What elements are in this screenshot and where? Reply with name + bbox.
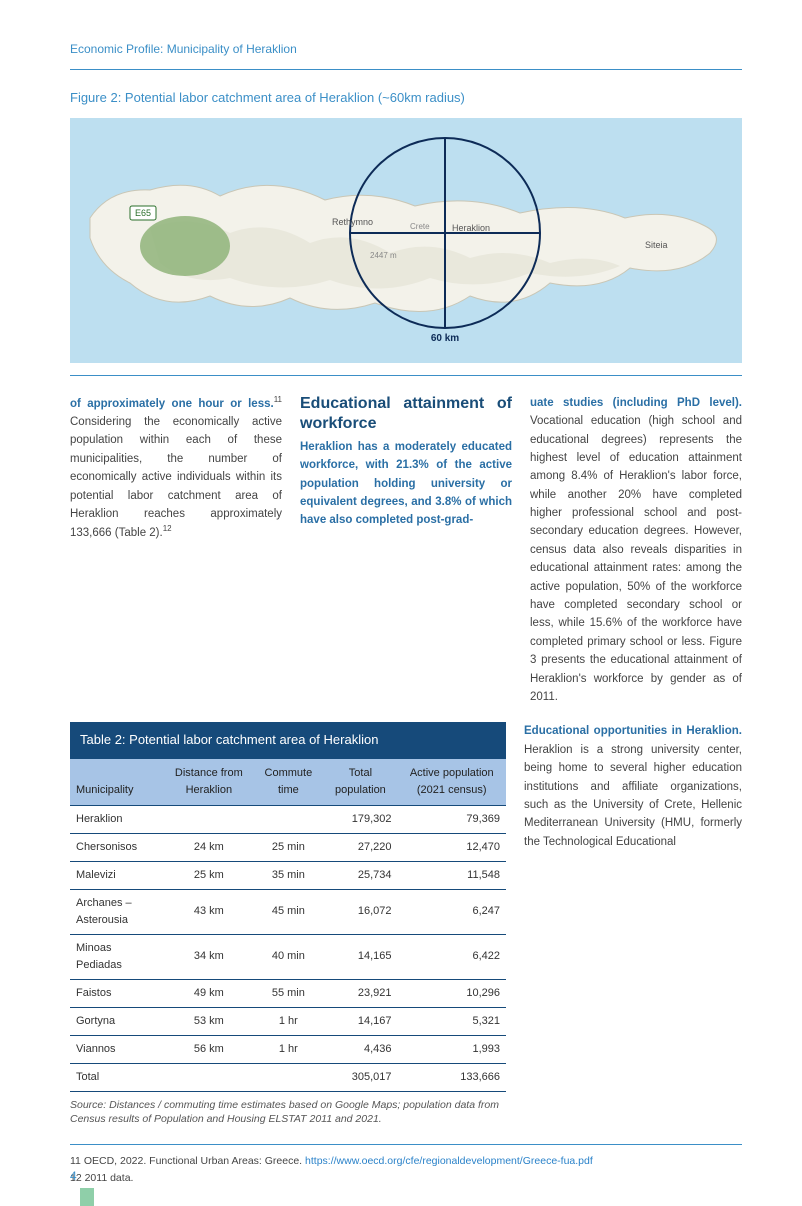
- table-cell: 40 min: [253, 934, 323, 979]
- table-cell: 1,993: [397, 1036, 506, 1064]
- table-row: Total 305,017133,666: [70, 1064, 506, 1092]
- table-cell: Chersonisos: [70, 833, 164, 861]
- table-cell: 79,369: [397, 805, 506, 833]
- fn11-text: 11 OECD, 2022. Functional Urban Areas: G…: [70, 1155, 305, 1167]
- col3-body2: Heraklion is a strong university center,…: [524, 744, 742, 848]
- table-row: Archanes – Asterousia43 km45 min16,0726,…: [70, 889, 506, 934]
- table-cell: 6,422: [397, 934, 506, 979]
- table-cell: 34 km: [164, 934, 253, 979]
- th-commute: Commute time: [253, 759, 323, 806]
- table-cell: 16,072: [323, 889, 397, 934]
- table-row: Minoas Pediadas34 km40 min14,1656,422: [70, 934, 506, 979]
- table-cell: 45 min: [253, 889, 323, 934]
- map-label-km: 60 km: [431, 333, 459, 344]
- table-cell: Malevizi: [70, 861, 164, 889]
- table-cell: 133,666: [397, 1064, 506, 1092]
- table-cell: 25,734: [323, 861, 397, 889]
- th-activepop: Active population (2021 census): [397, 759, 506, 806]
- table-cell: 14,165: [323, 934, 397, 979]
- col1-lead: of approximately one hour or less.: [70, 398, 274, 410]
- divider-mid: [70, 375, 742, 376]
- col3-lead: uate studies (including PhD level).: [530, 397, 742, 409]
- map-label-elev: 2447 m: [370, 251, 397, 260]
- table-cell: 10,296: [397, 979, 506, 1007]
- table-cell: 49 km: [164, 979, 253, 1007]
- table-cell: 53 km: [164, 1007, 253, 1035]
- table-cell: 4,436: [323, 1036, 397, 1064]
- table-cell: 179,302: [323, 805, 397, 833]
- figure-title: Figure 2: Potential labor catchment area…: [70, 88, 742, 108]
- divider-top: [70, 69, 742, 70]
- table-cell: 24 km: [164, 833, 253, 861]
- catchment-table: Municipality Distance from Heraklion Com…: [70, 759, 506, 1093]
- col1-sup: 11: [274, 395, 282, 404]
- text-columns: of approximately one hour or less.11 Con…: [70, 394, 742, 707]
- column-3: uate studies (including PhD level). Voca…: [530, 394, 742, 707]
- page-number: 4: [70, 1167, 77, 1186]
- table-cell: 25 min: [253, 833, 323, 861]
- table-block: Table 2: Potential labor catchment area …: [70, 722, 506, 1126]
- footnote-12: 12 2011 data.: [70, 1170, 742, 1186]
- table-cell: 1 hr: [253, 1036, 323, 1064]
- map-figure: E65 Rethymno Heraklion Crete Siteia 2447…: [70, 118, 742, 363]
- table-title: Table 2: Potential labor catchment area …: [70, 722, 506, 758]
- table-cell: 12,470: [397, 833, 506, 861]
- col3-body: Vocational education (high school and ed…: [530, 415, 742, 703]
- map-label-rethymno: Rethymno: [332, 217, 373, 227]
- map-label-crete: Crete: [410, 222, 430, 231]
- footnote-11: 11 OECD, 2022. Functional Urban Areas: G…: [70, 1153, 742, 1169]
- table-source: Source: Distances / commuting time estim…: [70, 1098, 506, 1126]
- document-header: Economic Profile: Municipality of Herakl…: [70, 40, 742, 59]
- th-totalpop: Total population: [323, 759, 397, 806]
- table-cell: Minoas Pediadas: [70, 934, 164, 979]
- table-cell: 6,247: [397, 889, 506, 934]
- table-row: Viannos56 km1 hr4,4361,993: [70, 1036, 506, 1064]
- table-cell: [164, 805, 253, 833]
- table-cell: [164, 1064, 253, 1092]
- th-distance: Distance from Heraklion: [164, 759, 253, 806]
- table-cell: 27,220: [323, 833, 397, 861]
- table-cell: Faistos: [70, 979, 164, 1007]
- source-label: Source:: [70, 1099, 106, 1111]
- col1-sup2: 12: [163, 524, 172, 533]
- table-cell: Heraklion: [70, 805, 164, 833]
- table-cell: 43 km: [164, 889, 253, 934]
- th-municipality: Municipality: [70, 759, 164, 806]
- table-cell: 55 min: [253, 979, 323, 1007]
- table-cell: 5,321: [397, 1007, 506, 1035]
- table-cell: 1 hr: [253, 1007, 323, 1035]
- col2-heading: Educational attainment of workforce: [300, 394, 512, 434]
- table-cell: Archanes – Asterousia: [70, 889, 164, 934]
- table-row: Heraklion 179,30279,369: [70, 805, 506, 833]
- table-cell: 14,167: [323, 1007, 397, 1035]
- table-row: Faistos49 km55 min23,92110,296: [70, 979, 506, 1007]
- map-label-sitia: Siteia: [645, 240, 668, 250]
- table-cell: 25 km: [164, 861, 253, 889]
- column-2: Educational attainment of workforce Hera…: [300, 394, 512, 530]
- table-cell: Viannos: [70, 1036, 164, 1064]
- table-cell: Gortyna: [70, 1007, 164, 1035]
- col3-subhead: Educational opportunities in Heraklion.: [524, 725, 742, 737]
- table-row: Gortyna53 km1 hr14,1675,321: [70, 1007, 506, 1035]
- table-cell: 56 km: [164, 1036, 253, 1064]
- map-road-label: E65: [135, 208, 151, 218]
- page-number-bar: [80, 1188, 94, 1206]
- column-1: of approximately one hour or less.11 Con…: [70, 394, 282, 543]
- table-cell: Total: [70, 1064, 164, 1092]
- column-3-continued: Educational opportunities in Heraklion. …: [524, 706, 742, 1126]
- map-label-heraklion: Heraklion: [452, 223, 490, 233]
- table-cell: [253, 805, 323, 833]
- table-cell: 11,548: [397, 861, 506, 889]
- table-cell: 23,921: [323, 979, 397, 1007]
- table-row: Malevizi25 km35 min25,73411,548: [70, 861, 506, 889]
- source-text: Distances / commuting time estimates bas…: [70, 1099, 499, 1125]
- col1-body: Considering the economically active popu…: [70, 416, 282, 539]
- fn11-link[interactable]: https://www.oecd.org/cfe/regionaldevelop…: [305, 1155, 593, 1167]
- col2-lead: Heraklion has a moderately educated work…: [300, 441, 512, 527]
- table-cell: 35 min: [253, 861, 323, 889]
- table-cell: [253, 1064, 323, 1092]
- table-cell: 305,017: [323, 1064, 397, 1092]
- table-row: Chersonisos24 km25 min27,22012,470: [70, 833, 506, 861]
- footnotes: 11 OECD, 2022. Functional Urban Areas: G…: [70, 1144, 742, 1186]
